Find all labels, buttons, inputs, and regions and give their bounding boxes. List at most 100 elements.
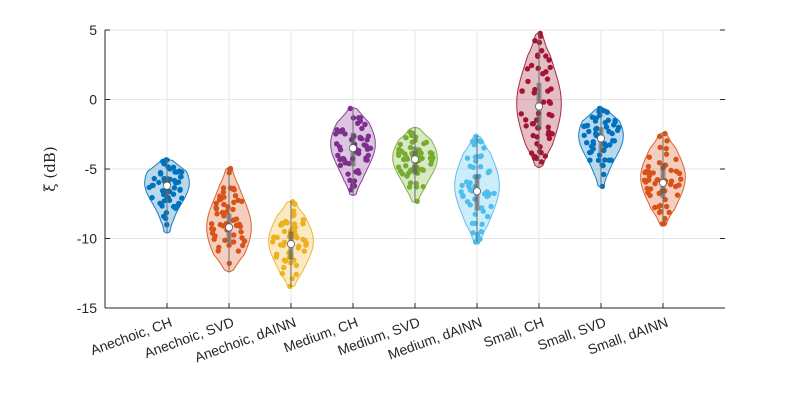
data-point	[523, 123, 529, 129]
data-point	[291, 201, 298, 207]
data-point	[604, 109, 610, 115]
data-point	[473, 133, 479, 139]
data-point	[172, 205, 179, 211]
y-tick-label: -15	[77, 300, 97, 316]
data-point	[657, 144, 663, 151]
data-point	[279, 222, 285, 228]
data-point	[602, 120, 608, 126]
data-point	[532, 38, 538, 44]
data-point	[535, 53, 541, 60]
data-point	[644, 185, 650, 192]
data-point	[534, 155, 540, 161]
data-point	[220, 185, 227, 191]
data-point	[279, 270, 285, 277]
data-point	[655, 177, 661, 183]
data-point	[291, 212, 297, 218]
data-point	[528, 150, 535, 156]
data-point	[301, 248, 307, 254]
violin-7	[516, 30, 562, 169]
violins	[144, 30, 686, 289]
data-point	[642, 169, 648, 176]
data-point	[546, 98, 552, 105]
data-point	[407, 180, 414, 186]
data-point	[404, 173, 410, 179]
data-point	[274, 234, 280, 241]
data-point	[464, 199, 471, 205]
data-point	[339, 156, 346, 162]
median-marker	[162, 181, 171, 190]
median-marker	[472, 187, 481, 196]
data-point	[407, 129, 413, 135]
data-point	[664, 138, 670, 144]
data-point	[339, 127, 346, 133]
data-point	[662, 196, 668, 203]
data-point	[170, 164, 177, 170]
data-point	[459, 182, 465, 189]
data-point	[347, 105, 353, 112]
median-marker	[535, 102, 544, 111]
data-point	[484, 189, 490, 195]
data-point	[595, 157, 602, 163]
data-point	[170, 191, 177, 197]
data-point	[300, 217, 306, 223]
data-point	[334, 127, 340, 133]
data-point	[645, 163, 652, 170]
data-point	[609, 130, 615, 137]
data-point	[544, 76, 551, 82]
data-point	[478, 228, 484, 235]
data-point	[240, 242, 246, 249]
median-marker	[348, 144, 357, 153]
data-point	[587, 157, 593, 163]
data-point	[399, 171, 406, 177]
data-point	[535, 65, 541, 72]
data-point	[290, 208, 297, 214]
data-point	[356, 147, 362, 154]
data-point	[232, 217, 238, 223]
data-point	[149, 195, 155, 201]
data-point	[292, 224, 298, 230]
violin-8	[578, 105, 624, 190]
data-point	[485, 213, 491, 220]
data-point	[221, 201, 227, 208]
data-point	[239, 235, 245, 241]
violin-9	[640, 130, 686, 227]
data-point	[530, 132, 536, 139]
data-point	[157, 200, 163, 206]
data-point	[427, 150, 434, 156]
y-axis-label: ξ (dB)	[41, 146, 59, 191]
data-point	[601, 171, 607, 178]
data-point	[281, 228, 288, 235]
data-point	[674, 192, 681, 198]
data-point	[336, 144, 343, 150]
data-point	[666, 209, 672, 216]
data-point	[652, 180, 658, 187]
data-point	[235, 248, 242, 254]
median-marker	[659, 178, 668, 187]
data-point	[519, 88, 525, 94]
data-point	[158, 171, 164, 177]
data-point	[518, 111, 524, 117]
data-point	[673, 183, 679, 190]
data-point	[225, 204, 231, 210]
data-point	[220, 189, 227, 195]
data-point	[231, 232, 237, 238]
data-point	[647, 192, 653, 199]
data-point	[612, 117, 618, 124]
data-point	[549, 112, 555, 119]
data-point	[602, 157, 608, 163]
data-point	[534, 141, 540, 147]
data-point	[362, 121, 368, 128]
data-point	[420, 184, 426, 190]
data-point	[657, 208, 664, 215]
data-point	[213, 206, 220, 212]
data-point	[363, 143, 369, 149]
violin-2	[206, 165, 252, 273]
data-point	[643, 179, 649, 185]
data-point	[467, 180, 473, 186]
violin-6	[454, 133, 500, 245]
data-point	[215, 248, 221, 254]
data-point	[176, 168, 183, 174]
data-point	[396, 150, 402, 156]
data-point	[663, 151, 670, 157]
data-point	[161, 213, 167, 220]
